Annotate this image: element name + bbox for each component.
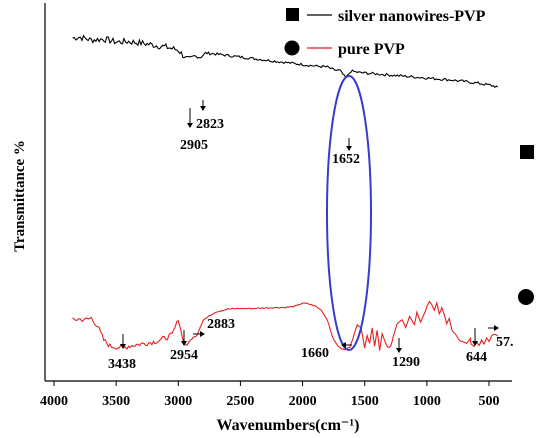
series-line-silver-nanowires-pvp	[72, 34, 498, 89]
x-tick-label: 2000	[289, 394, 317, 409]
annotation-label: 57.	[496, 335, 514, 350]
annotation-arrow-head	[494, 325, 499, 331]
series-end-marker-square	[520, 145, 534, 159]
series-end-marker-circle	[518, 289, 534, 305]
x-tick-label: 2500	[226, 394, 254, 409]
peak-annotation: 1660	[301, 342, 352, 361]
peak-annotation: 2905	[180, 108, 208, 153]
annotation-label: 1290	[392, 355, 420, 370]
x-axis-ticks: 4000 3500 3000 2500 2000 1500 1000 500	[40, 381, 500, 409]
y-axis-label: Transmittance %	[12, 140, 28, 252]
peak-annotation: 57.	[488, 325, 514, 350]
annotation-label: 2823	[196, 117, 224, 132]
annotation-arrow-head	[181, 341, 187, 346]
annotation-label: 3438	[108, 357, 136, 372]
peak-annotation: 2883	[193, 317, 235, 337]
legend-label-pvp: pure PVP	[338, 41, 405, 58]
legend-marker-circle	[284, 40, 300, 56]
annotation-label: 644	[466, 350, 487, 365]
annotation-arrow-head	[200, 106, 206, 111]
x-tick-label: 500	[479, 394, 500, 409]
annotation-label: 2883	[207, 317, 235, 332]
annotation-arrow-head	[346, 146, 352, 151]
annotation-label: 1660	[301, 346, 329, 361]
annotation-label: 2954	[170, 348, 198, 363]
peak-annotation: 1652	[332, 138, 360, 167]
annotation-arrow-head	[396, 348, 402, 353]
series-layer	[72, 34, 499, 351]
annotation-arrow-head	[472, 341, 478, 346]
x-tick-label: 1500	[351, 394, 379, 409]
x-axis-label: Wavenumbers(cm⁻¹)	[217, 417, 360, 434]
annotation-label: 1652	[332, 152, 360, 167]
legend: silver nanowires-PVP pure PVP	[284, 8, 486, 58]
x-tick-label: 4000	[40, 394, 68, 409]
legend-label-silver: silver nanowires-PVP	[338, 8, 486, 25]
x-tick-label: 3500	[102, 394, 130, 409]
annotation-arrow-head	[200, 331, 205, 337]
annotation-arrow-head	[341, 342, 346, 348]
peak-annotation: 3438	[108, 334, 136, 372]
annotation-label: 2905	[180, 138, 208, 153]
x-tick-label: 1000	[413, 394, 441, 409]
peak-annotation: 2954	[170, 330, 198, 363]
x-tick-label: 3000	[164, 394, 192, 409]
legend-marker-square	[286, 8, 299, 21]
peak-annotation: 2823	[196, 100, 224, 132]
annotation-arrow-head	[187, 123, 193, 128]
annotation-layer: 2905 2823 1652 3438 2954 2883 1660 1290 644 57.	[108, 100, 514, 372]
peak-annotation: 644	[466, 328, 487, 365]
series-line-pure-pvp	[72, 300, 499, 351]
peak-annotation: 1290	[392, 338, 420, 370]
highlight-ellipse	[326, 75, 372, 351]
annotation-arrow-head	[120, 344, 126, 349]
